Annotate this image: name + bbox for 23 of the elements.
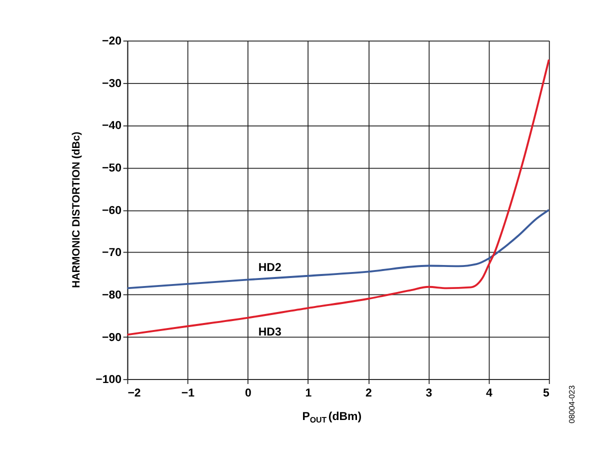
- x-tick-label: 1: [305, 387, 312, 400]
- x-tick-label: −2: [128, 387, 141, 400]
- x-tick-label: 5: [542, 387, 550, 400]
- line-series: [126, 208, 550, 290]
- series-label: HD3: [258, 326, 282, 338]
- x-tick-label: 0: [245, 387, 252, 400]
- text: 08004-023: [568, 384, 577, 424]
- y-tick-label: −90: [102, 332, 122, 344]
- line-series: [126, 58, 550, 336]
- y-tick-label: −30: [102, 78, 122, 90]
- y-axis-title: HARMONIC DISTORTION (dBc): [70, 132, 83, 288]
- series-label: HD2: [258, 262, 282, 274]
- x-tick-label: −1: [181, 387, 196, 400]
- y-tick-label: −100: [96, 374, 122, 386]
- y-tick-label: −80: [102, 289, 122, 302]
- x-tick-label: 3: [426, 387, 432, 400]
- y-tick-label: −70: [102, 247, 122, 260]
- x-tick-label: 2: [365, 387, 372, 400]
- y-tick-label: −50: [102, 162, 122, 175]
- y-tick-label: −40: [102, 120, 122, 132]
- x-tick-label: 4: [486, 387, 493, 400]
- y-tick-label: −20: [102, 36, 122, 48]
- y-tick-label: −60: [102, 204, 122, 217]
